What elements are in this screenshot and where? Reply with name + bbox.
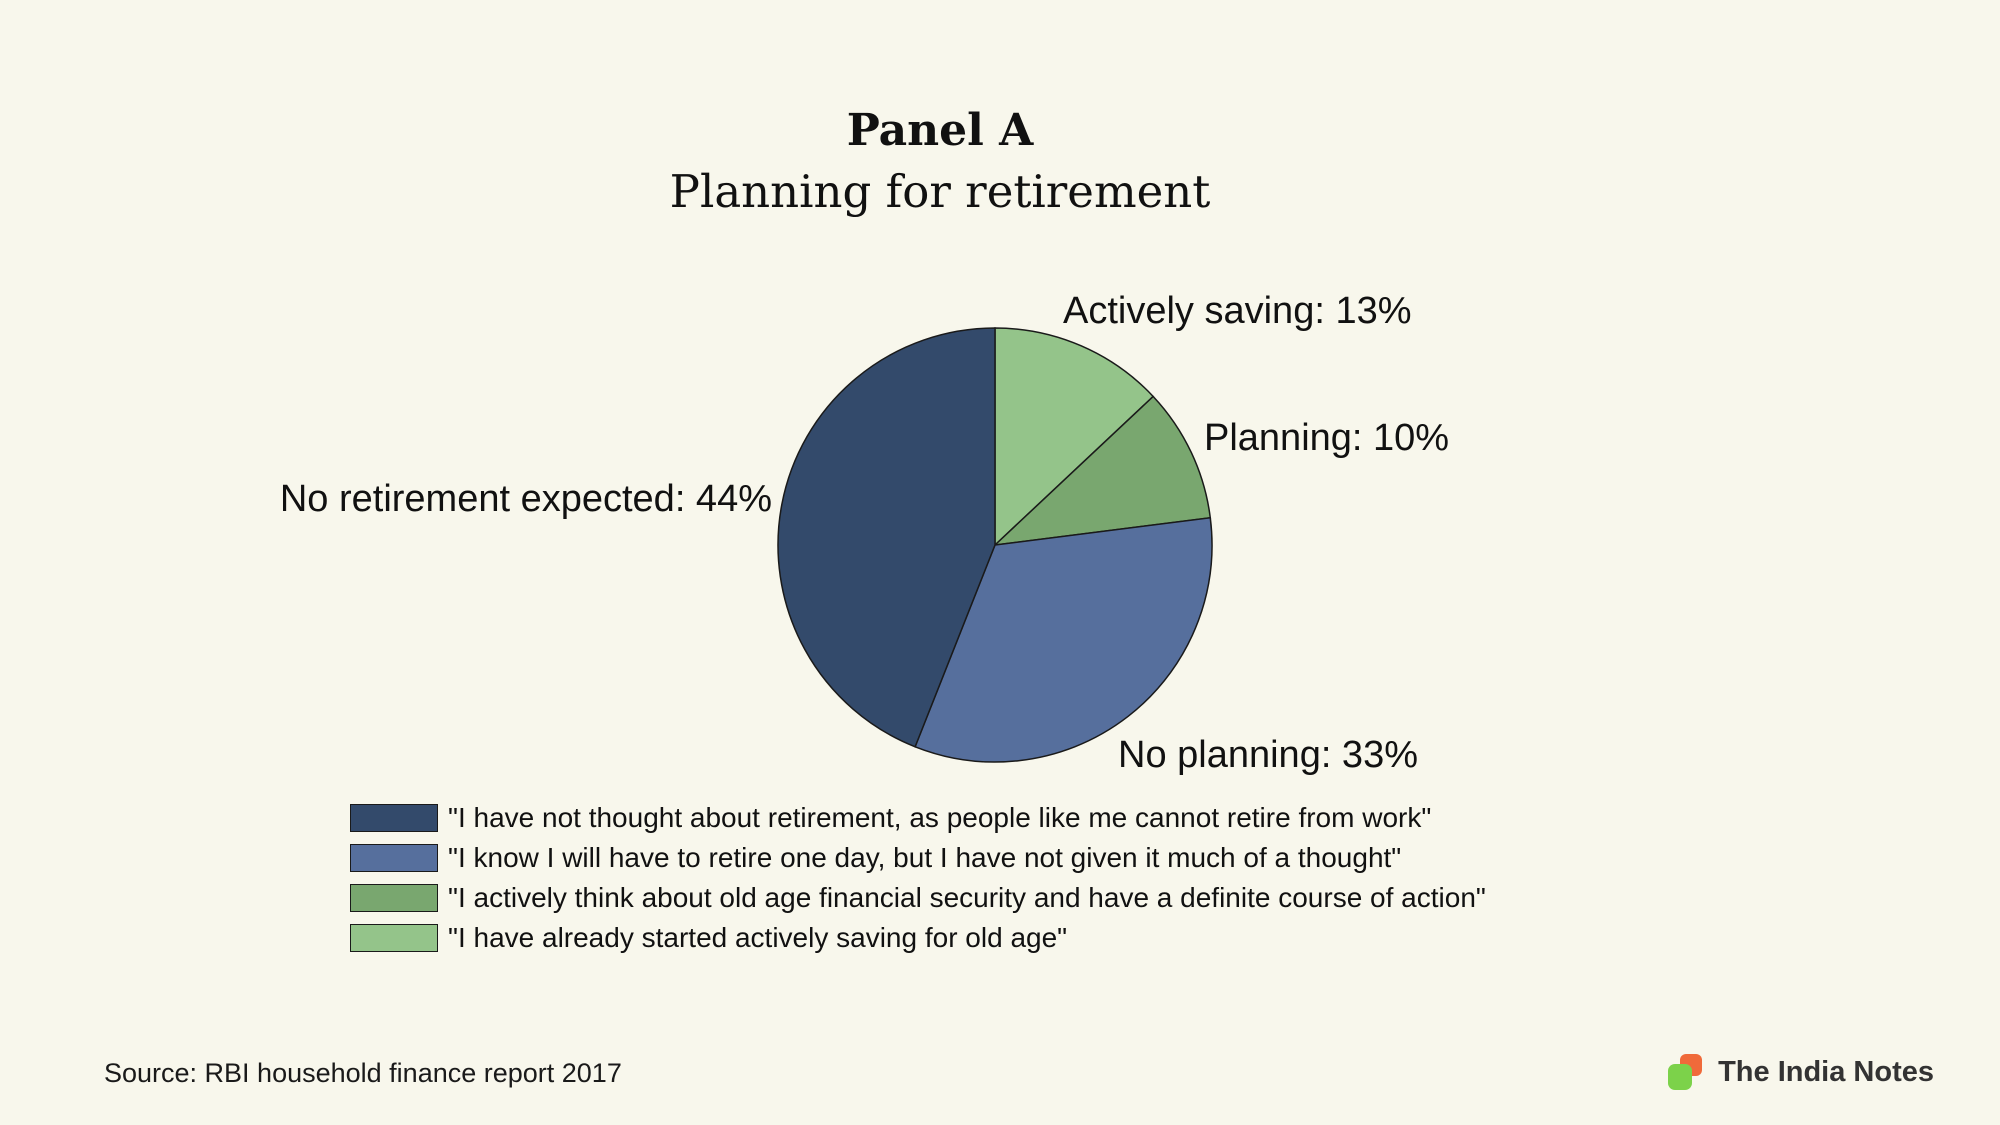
pie-slice-3 (777, 327, 996, 748)
legend: "I have not thought about retirement, as… (350, 798, 1486, 958)
legend-item-3: "I have already started actively saving … (350, 918, 1486, 958)
pie-slice-0 (994, 327, 1155, 547)
chart-title: Panel A (846, 105, 1034, 156)
slice-label-2: No planning: 33% (1118, 734, 1418, 776)
legend-text: "I actively think about old age financia… (448, 882, 1486, 913)
slice-label-0: Actively saving: 13% (1063, 290, 1412, 332)
legend-swatch (350, 924, 438, 952)
slice-label-1: Planning: 10% (1204, 417, 1449, 459)
chart-subtitle: Planning for retirement (669, 165, 1211, 218)
source-note: Source: RBI household finance report 201… (104, 1058, 622, 1088)
slice-label-3: No retirement expected: 44% (280, 478, 772, 520)
legend-text: "I have not thought about retirement, as… (448, 802, 1432, 833)
legend-swatch (350, 804, 438, 832)
pie-slice-2 (914, 516, 1213, 763)
brand-name: The India Notes (1718, 1055, 1934, 1088)
legend-item-0: "I have not thought about retirement, as… (350, 798, 1486, 838)
brand: The India Notes (1668, 1054, 1934, 1090)
legend-swatch (350, 844, 438, 872)
legend-item-2: "I actively think about old age financia… (350, 878, 1486, 918)
legend-text: "I know I will have to retire one day, b… (448, 842, 1402, 873)
legend-item-1: "I know I will have to retire one day, b… (350, 838, 1486, 878)
pie-slice-1 (992, 395, 1212, 547)
brand-logo-icon (1668, 1054, 1704, 1090)
legend-swatch (350, 884, 438, 912)
legend-text: "I have already started actively saving … (448, 922, 1068, 953)
